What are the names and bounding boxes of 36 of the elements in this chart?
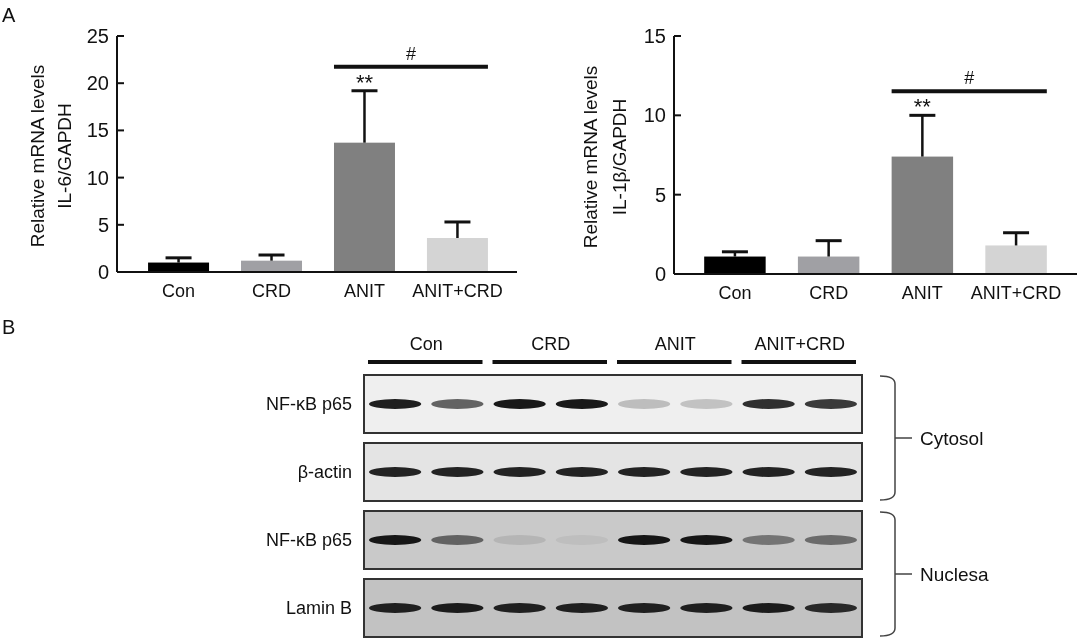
y-tick-label: 5	[97, 213, 109, 236]
category-label: β-actin	[297, 462, 352, 482]
category-label: Con	[409, 334, 443, 354]
x-tick-label: ANIT+CRD	[970, 283, 1062, 303]
annotation: **	[355, 69, 374, 95]
chart-title: A	[2, 4, 16, 26]
x-tick-label: CRD	[252, 281, 292, 301]
y-tick-label: 0	[97, 261, 109, 283]
x-tick-label: ANIT	[901, 283, 943, 303]
x-tick-label: Con	[162, 281, 196, 301]
category-label: Lamin B	[285, 598, 352, 618]
annotation: #	[405, 43, 416, 64]
y-tick-label: 25	[86, 25, 109, 47]
y-tick-label: 15	[643, 25, 666, 47]
text: Cytosol	[920, 427, 984, 449]
y-tick-label: 20	[86, 72, 109, 95]
y-tick-label: 10	[643, 104, 666, 127]
y-tick-label: 5	[654, 183, 666, 206]
y-tick-label: 10	[86, 166, 109, 189]
x-tick-label: ANIT+CRD	[412, 281, 503, 301]
category-label: NF-κB p65	[265, 394, 352, 414]
annotation: **	[913, 94, 932, 120]
category-label: NF-κB p65	[265, 530, 352, 550]
category-label: ANIT+CRD	[754, 334, 846, 354]
x-tick-label: Con	[718, 283, 752, 303]
y-axis-title: Relative mRNA levels IL-6/GAPDH	[26, 64, 75, 248]
x-tick-label: CRD	[809, 283, 849, 303]
text: Nuclesa	[920, 563, 990, 585]
category-label: ANIT	[654, 334, 696, 354]
y-tick-label: 0	[654, 263, 666, 285]
x-tick-label: ANIT	[343, 281, 385, 301]
y-tick-label: 15	[86, 119, 109, 142]
y-axis-title: Relative mRNA levels IL-1β/GAPDH	[579, 65, 630, 249]
category-label: CRD	[531, 334, 571, 354]
text: B	[2, 316, 16, 338]
annotation: #	[964, 68, 975, 89]
